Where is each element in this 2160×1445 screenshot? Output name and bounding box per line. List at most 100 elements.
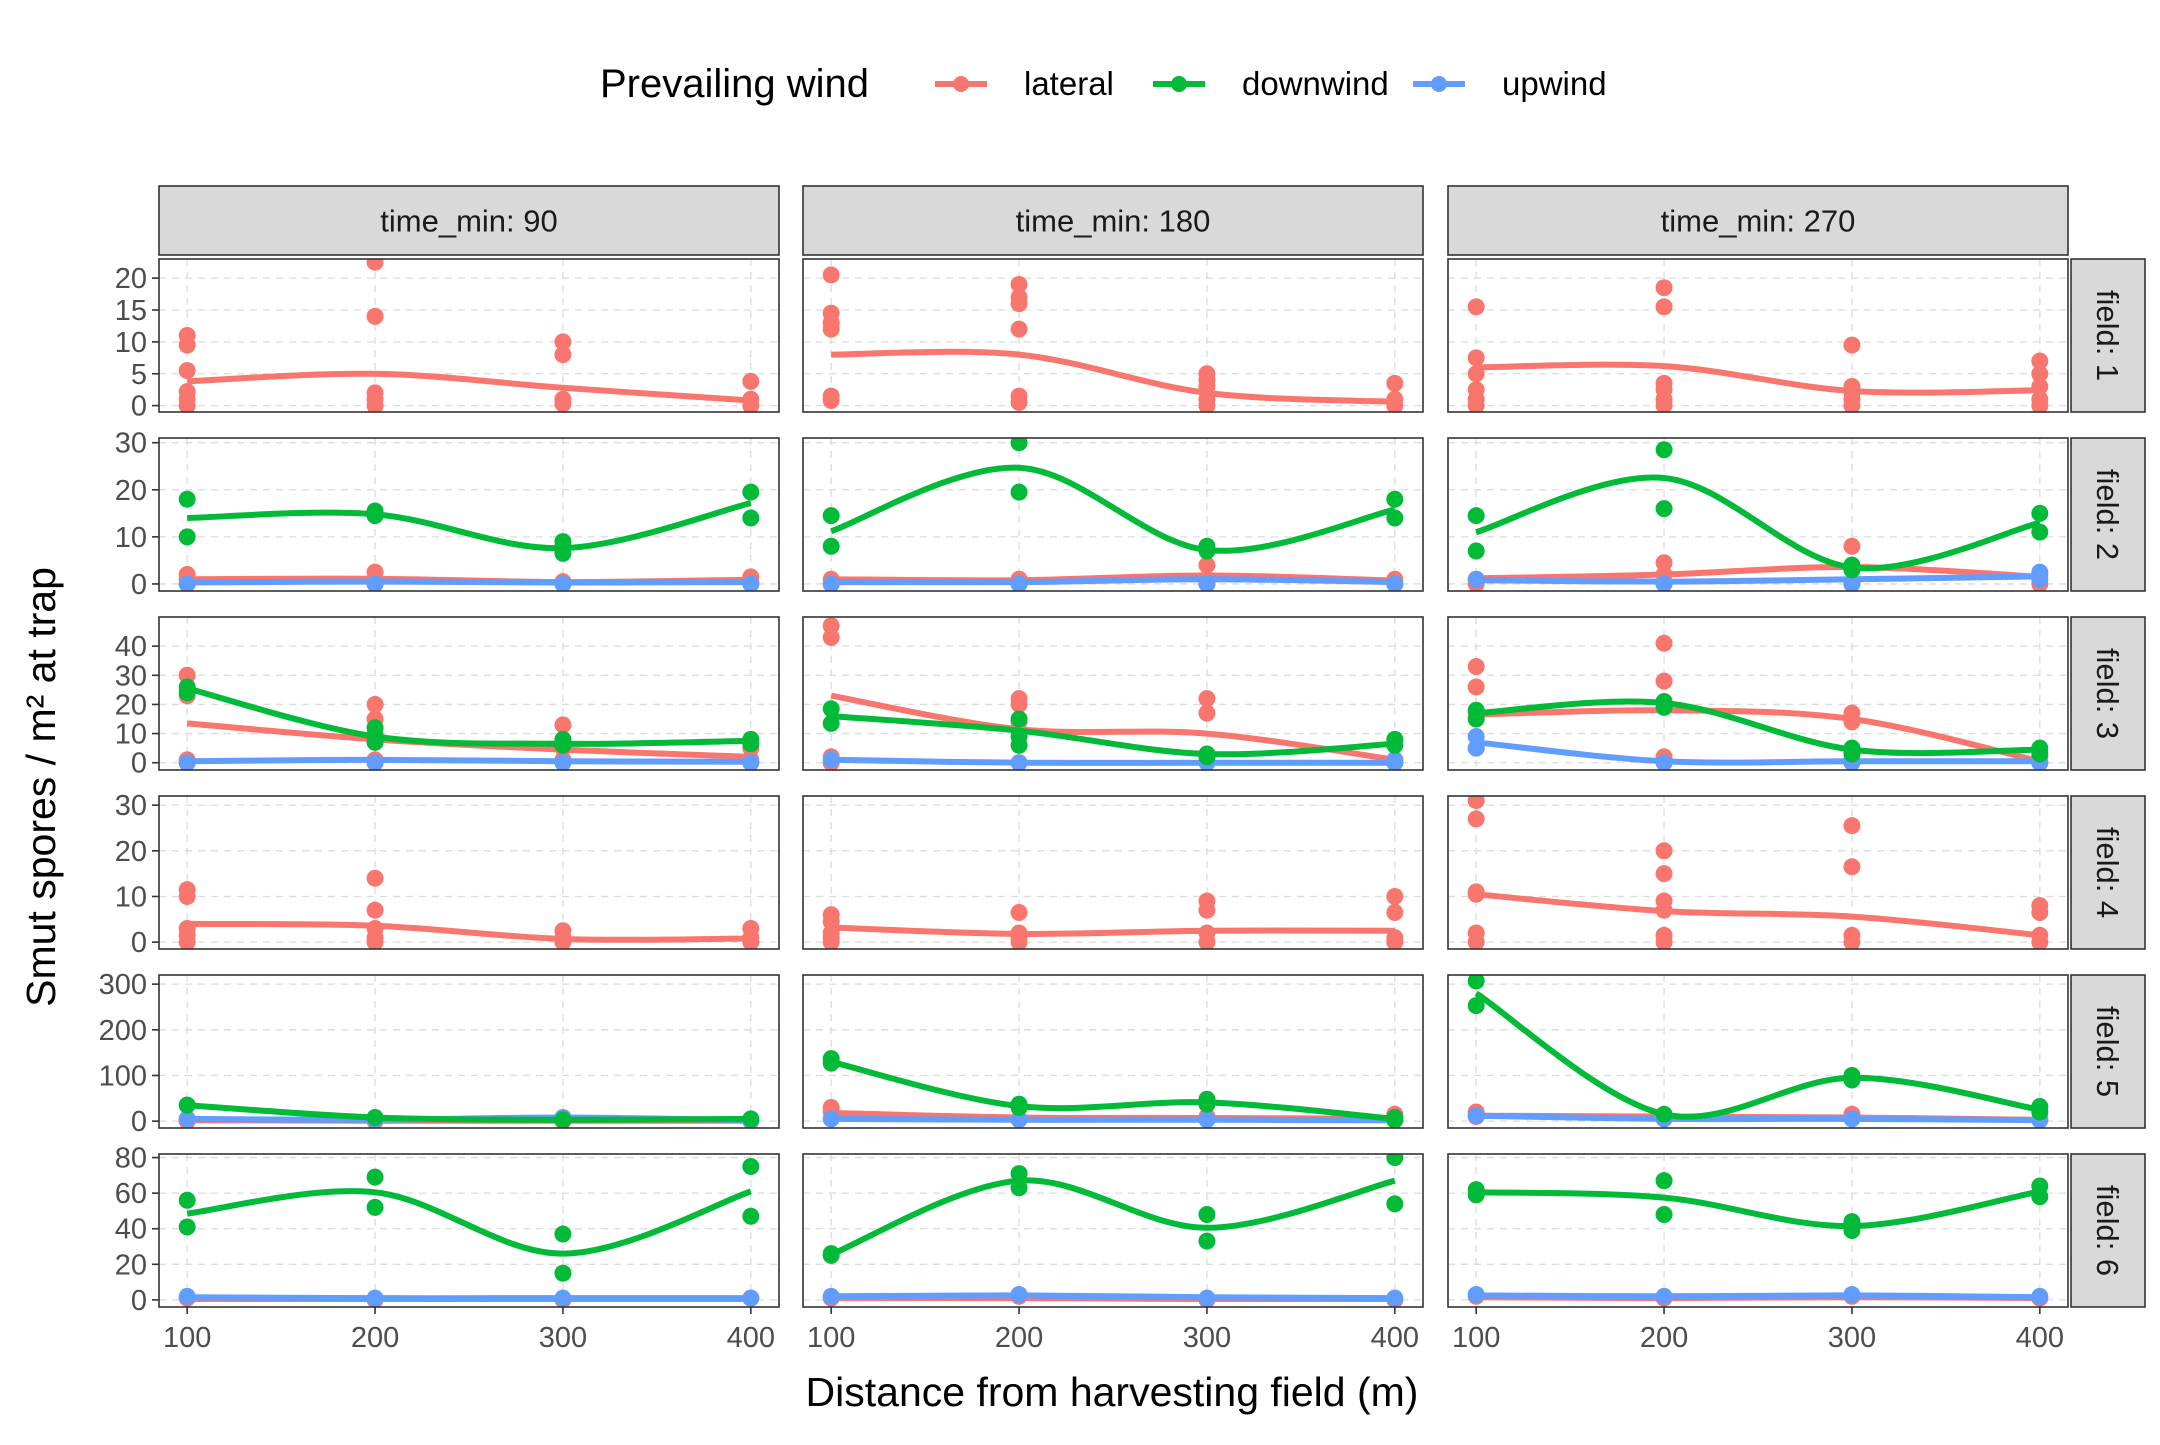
legend-key-point-downwind (1171, 76, 1187, 92)
data-point-downwind (2031, 504, 2049, 522)
data-point-lateral (366, 869, 384, 887)
trend-line-lateral (831, 348, 1395, 405)
data-point-lateral (366, 901, 384, 919)
data-point-downwind (178, 1096, 196, 1114)
data-point-downwind (1010, 438, 1028, 452)
panel-background (1448, 1154, 2068, 1307)
panel-border (802, 795, 1424, 950)
panel-field-5-time-180 (802, 974, 1424, 1129)
col-strip-label: time_min: 90 (380, 204, 557, 239)
data-point-lateral (1843, 397, 1861, 412)
data-point-upwind (822, 1110, 840, 1128)
data-point-upwind (1467, 1286, 1485, 1304)
panel-background (1448, 438, 2068, 591)
x-tick-label: 100 (807, 1322, 855, 1354)
legend-label-upwind: upwind (1502, 65, 1607, 102)
row-strip-label: field: 1 (2090, 290, 2125, 381)
data-point-downwind (742, 1110, 760, 1128)
series-downwind (1467, 441, 2049, 579)
data-point-lateral (1843, 858, 1861, 876)
panel-field-3-time-180 (802, 616, 1424, 771)
series-upwind (1467, 563, 2049, 591)
trend-line-upwind (1475, 739, 2040, 766)
series-downwind (822, 1050, 1404, 1128)
data-point-upwind (1386, 1289, 1404, 1307)
series-lateral (1467, 796, 2049, 949)
panel-field-6-time-270: 100 200 300 400 (1447, 1153, 2069, 1354)
data-point-downwind (178, 528, 196, 546)
data-point-lateral (1386, 903, 1404, 921)
data-point-lateral (1655, 279, 1673, 297)
panel-field-3-time-270 (1447, 616, 2069, 771)
data-point-upwind (1386, 754, 1404, 770)
data-point-lateral (1010, 933, 1028, 949)
x-tick-label: 300 (1183, 1322, 1231, 1354)
data-point-downwind (1198, 1205, 1216, 1223)
data-point-downwind (1010, 710, 1028, 728)
panel-border (158, 974, 780, 1129)
data-point-downwind (742, 1157, 760, 1175)
series-downwind (822, 1154, 1404, 1264)
y-tick-label: 30 (115, 660, 147, 692)
data-point-lateral (1655, 865, 1673, 883)
data-point-lateral (822, 617, 840, 635)
row-strip-field-3: field: 3 (2070, 616, 2146, 771)
legend: Prevailing wind lateral downwind upwind (600, 62, 1607, 106)
col-strip-bg (158, 185, 780, 256)
y-tick-label: 200 (99, 1015, 147, 1047)
panel-border (802, 437, 1424, 592)
col-strip-bg (1447, 185, 2069, 256)
y-tick-label: 20 (115, 263, 147, 295)
data-point-lateral (1010, 295, 1028, 313)
row-strip-bg (2070, 1153, 2146, 1308)
legend-key-point-upwind (1431, 76, 1447, 92)
y-tick-label: 40 (115, 631, 147, 663)
facet-panels: time_min: 90 time_min: 180 time_min: 270 fi… (99, 185, 2146, 1354)
data-point-lateral (366, 397, 384, 412)
data-point-lateral (2031, 352, 2049, 370)
data-point-lateral (178, 362, 196, 380)
panel-border (1447, 616, 2069, 771)
data-point-lateral (822, 392, 840, 410)
trend-line-upwind (1476, 573, 2040, 585)
data-point-lateral (822, 320, 840, 338)
y-tick-label: 10 (115, 522, 147, 554)
y-tick-label: 0 (131, 748, 147, 780)
panel-background (803, 975, 1423, 1128)
trend-line-downwind (187, 1102, 751, 1123)
panel-border (1447, 1153, 2069, 1308)
data-point-lateral (1655, 634, 1673, 652)
trend-line-downwind (830, 1177, 1396, 1258)
y-axis-title: Smut spores / m² at trap (18, 567, 64, 1007)
data-point-lateral (178, 397, 196, 412)
data-point-lateral (1843, 817, 1861, 835)
data-point-lateral (2031, 903, 2049, 921)
panel-background (159, 975, 779, 1128)
data-point-downwind (178, 1218, 196, 1236)
data-point-downwind (742, 483, 760, 501)
data-point-downwind (822, 537, 840, 555)
data-point-lateral (178, 887, 196, 905)
y-tick-label: 10 (115, 719, 147, 751)
panel-border (1447, 974, 2069, 1129)
data-point-downwind (742, 1207, 760, 1225)
panel-border (158, 1153, 780, 1308)
series-downwind (822, 700, 1404, 766)
panel-border (802, 1153, 1424, 1308)
data-point-lateral (554, 333, 572, 351)
panel-field-5-time-90: 0 100 200 300 (99, 969, 780, 1138)
y-tick-label: 0 (131, 1106, 147, 1138)
data-point-downwind (822, 507, 840, 525)
series-downwind (1467, 1172, 2049, 1239)
data-point-downwind (1386, 1111, 1404, 1128)
data-point-downwind (822, 700, 840, 718)
trend-line-downwind (1475, 474, 2041, 572)
row-strip-label: field: 2 (2090, 469, 2125, 560)
row-strip-field-5: field: 5 (2070, 974, 2146, 1129)
data-point-lateral (822, 933, 840, 949)
panel-field-2-time-270 (1447, 437, 2069, 592)
panel-field-6-time-180: 100 200 300 400 (802, 1153, 1424, 1354)
data-point-downwind (178, 490, 196, 508)
legend-label-lateral: lateral (1024, 65, 1114, 102)
